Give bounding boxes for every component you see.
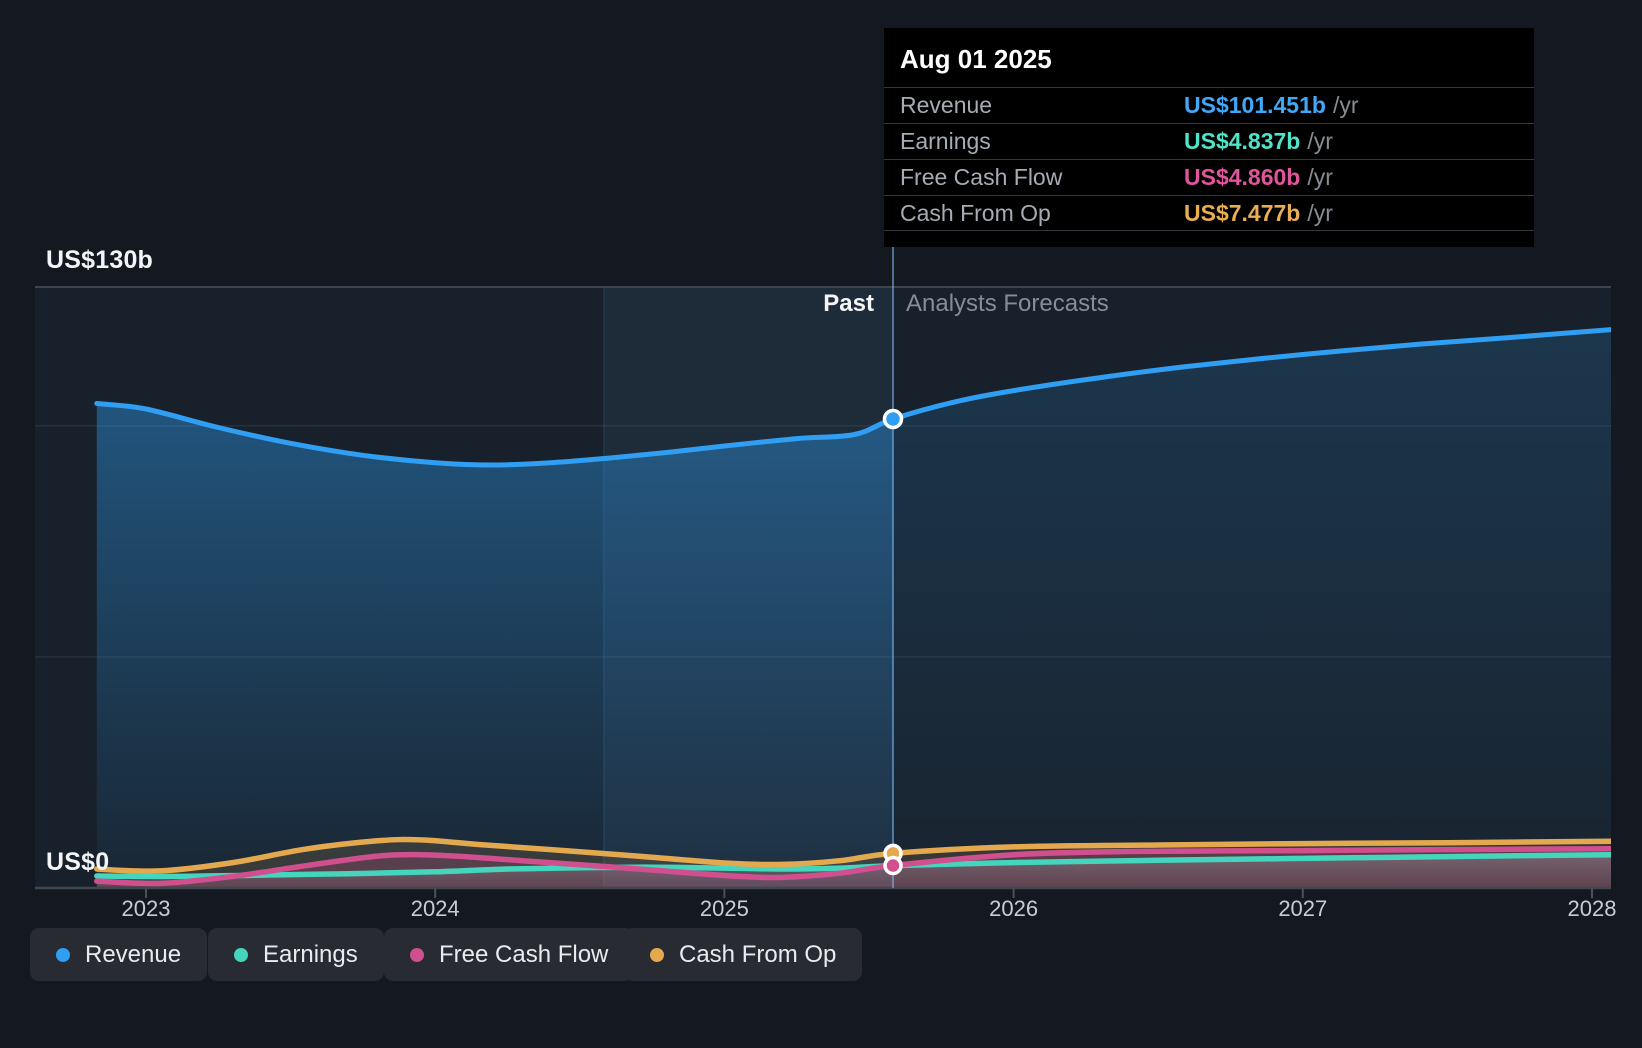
revenue-marker-dot[interactable] xyxy=(885,410,902,427)
tooltip-row: Cash From OpUS$7.477b/yr xyxy=(884,195,1534,231)
tooltip-row-label: Revenue xyxy=(900,92,1184,119)
tooltip-date: Aug 01 2025 xyxy=(884,28,1534,87)
tooltip-row-unit: /yr xyxy=(1307,200,1333,227)
tooltip-row-unit: /yr xyxy=(1333,92,1359,119)
x-axis-label-2024: 2024 xyxy=(385,896,485,922)
legend-pill-cash-from-op[interactable]: Cash From Op xyxy=(624,928,862,981)
tooltip-row: EarningsUS$4.837b/yr xyxy=(884,123,1534,159)
y-axis-bottom-label: US$0 xyxy=(46,848,109,877)
chart-canvas: US$130b US$0 Past Analysts Forecasts Aug… xyxy=(0,0,1642,1048)
legend-label: Cash From Op xyxy=(679,941,836,969)
x-axis-label-2027: 2027 xyxy=(1253,896,1353,922)
x-axis-label-2025: 2025 xyxy=(674,896,774,922)
legend-color-dot xyxy=(410,948,424,962)
tooltip-row-value: US$101.451b xyxy=(1184,92,1326,119)
tooltip-row-unit: /yr xyxy=(1307,128,1333,155)
revenue-area-forecast xyxy=(893,330,1612,889)
past-label: Past xyxy=(823,290,874,318)
legend-pill-earnings[interactable]: Earnings xyxy=(208,928,384,981)
legend-color-dot xyxy=(234,948,248,962)
tooltip-row-value: US$7.477b xyxy=(1184,200,1300,227)
legend-pill-revenue[interactable]: Revenue xyxy=(30,928,207,981)
tooltip-row-unit: /yr xyxy=(1307,164,1333,191)
x-axis-label-2026: 2026 xyxy=(964,896,1064,922)
legend-label: Free Cash Flow xyxy=(439,941,608,969)
legend-color-dot xyxy=(56,948,70,962)
legend-color-dot xyxy=(650,948,664,962)
free-cash-flow-marker-dot[interactable] xyxy=(885,858,901,874)
tooltip-row-label: Cash From Op xyxy=(900,200,1184,227)
x-axis-label-2028: 2028 xyxy=(1542,896,1642,922)
tooltip-row-value: US$4.837b xyxy=(1184,128,1300,155)
tooltip: Aug 01 2025 RevenueUS$101.451b/yrEarning… xyxy=(884,28,1534,247)
tooltip-row-label: Free Cash Flow xyxy=(900,164,1184,191)
legend-pill-free-cash-flow[interactable]: Free Cash Flow xyxy=(384,928,634,981)
y-axis-top-label: US$130b xyxy=(46,246,153,275)
tooltip-row: Free Cash FlowUS$4.860b/yr xyxy=(884,159,1534,195)
tooltip-row-value: US$4.860b xyxy=(1184,164,1300,191)
legend-label: Revenue xyxy=(85,941,181,969)
revenue-area-past xyxy=(97,404,893,889)
analysts-forecasts-label: Analysts Forecasts xyxy=(906,290,1109,318)
tooltip-row: RevenueUS$101.451b/yr xyxy=(884,87,1534,123)
tooltip-row-label: Earnings xyxy=(900,128,1184,155)
legend-label: Earnings xyxy=(263,941,358,969)
x-axis-label-2023: 2023 xyxy=(96,896,196,922)
